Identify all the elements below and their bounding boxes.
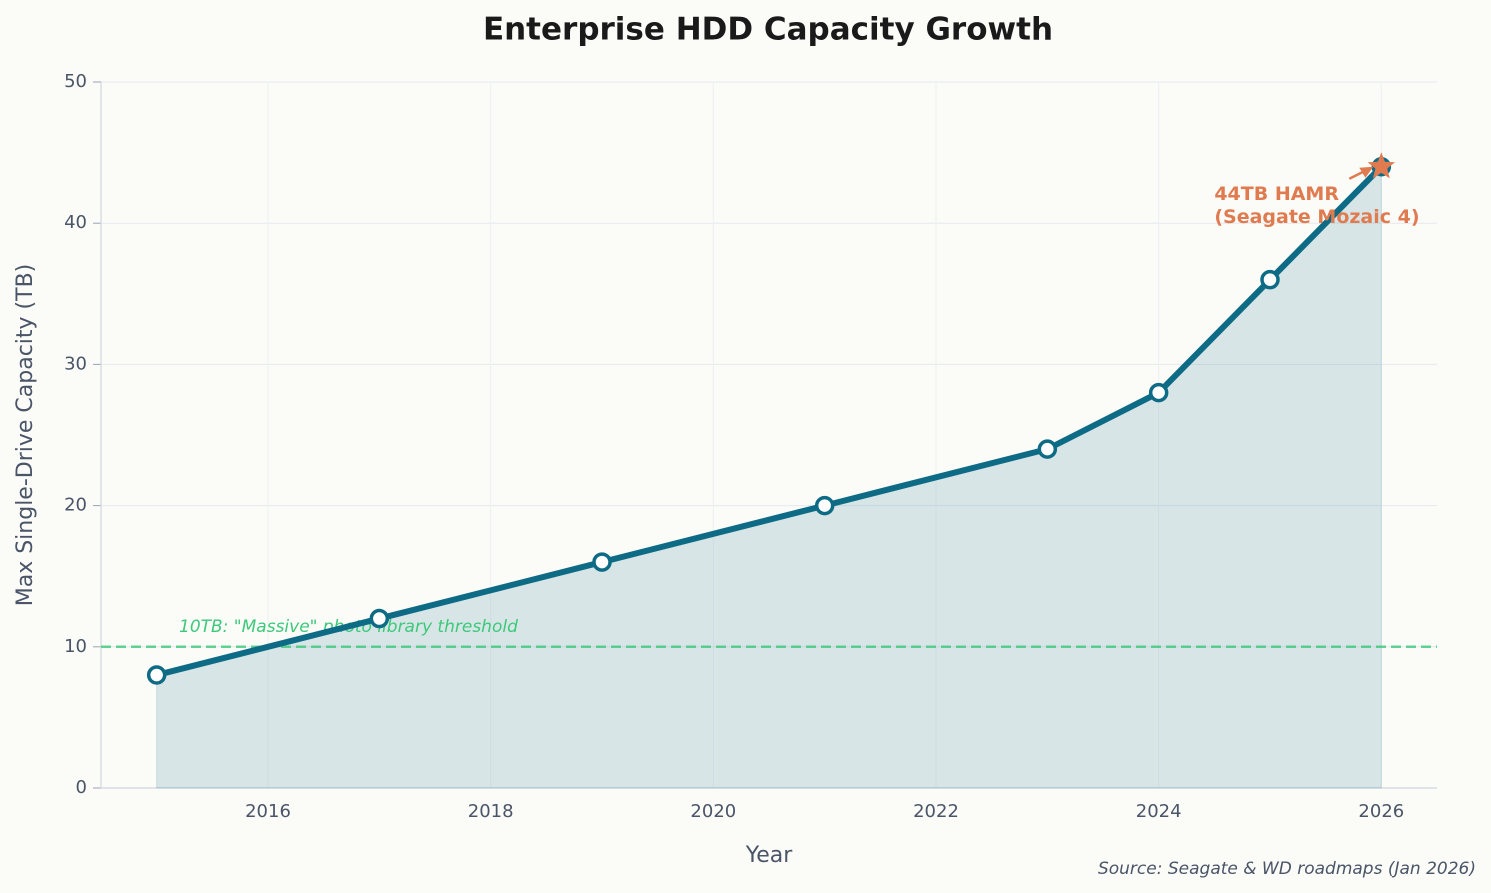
point bbox=[146, 665, 167, 685]
x-tick-label: 2020 bbox=[690, 801, 736, 822]
y-tick-label: 0 bbox=[76, 777, 87, 798]
y-tick-label: 30 bbox=[64, 353, 87, 374]
x-tick-label: 2024 bbox=[1136, 801, 1182, 822]
x-axis-label: Year bbox=[745, 843, 794, 868]
chart-title: Enterprise HDD Capacity Growth bbox=[483, 12, 1053, 48]
y-tick-label: 20 bbox=[64, 495, 87, 516]
y-tick-label: 40 bbox=[64, 212, 87, 233]
x-tick-label: 2026 bbox=[1358, 801, 1404, 822]
point bbox=[1037, 439, 1058, 459]
highlight-star bbox=[1367, 152, 1396, 179]
annotation-text: (Seagate Mozaic 4) bbox=[1214, 206, 1419, 228]
point bbox=[369, 608, 390, 629]
y-tick-label: 10 bbox=[64, 636, 87, 657]
point bbox=[1148, 382, 1169, 403]
x-tick-label: 2018 bbox=[468, 801, 514, 822]
line bbox=[155, 164, 1384, 678]
point bbox=[592, 552, 612, 572]
source-note: Source: Seagate & WD roadmaps (Jan 2026) bbox=[1098, 859, 1476, 879]
point bbox=[814, 495, 835, 516]
annotation-text: 44TB HAMR bbox=[1214, 183, 1339, 205]
x-tick-label: 2016 bbox=[245, 801, 291, 822]
point bbox=[1260, 269, 1280, 290]
y-axis-label: Max Single-Drive Capacity (TB) bbox=[13, 264, 38, 607]
x-tick-label: 2022 bbox=[913, 801, 959, 822]
annotation-arrowhead bbox=[1359, 166, 1374, 178]
y-tick-label: 50 bbox=[64, 71, 87, 92]
